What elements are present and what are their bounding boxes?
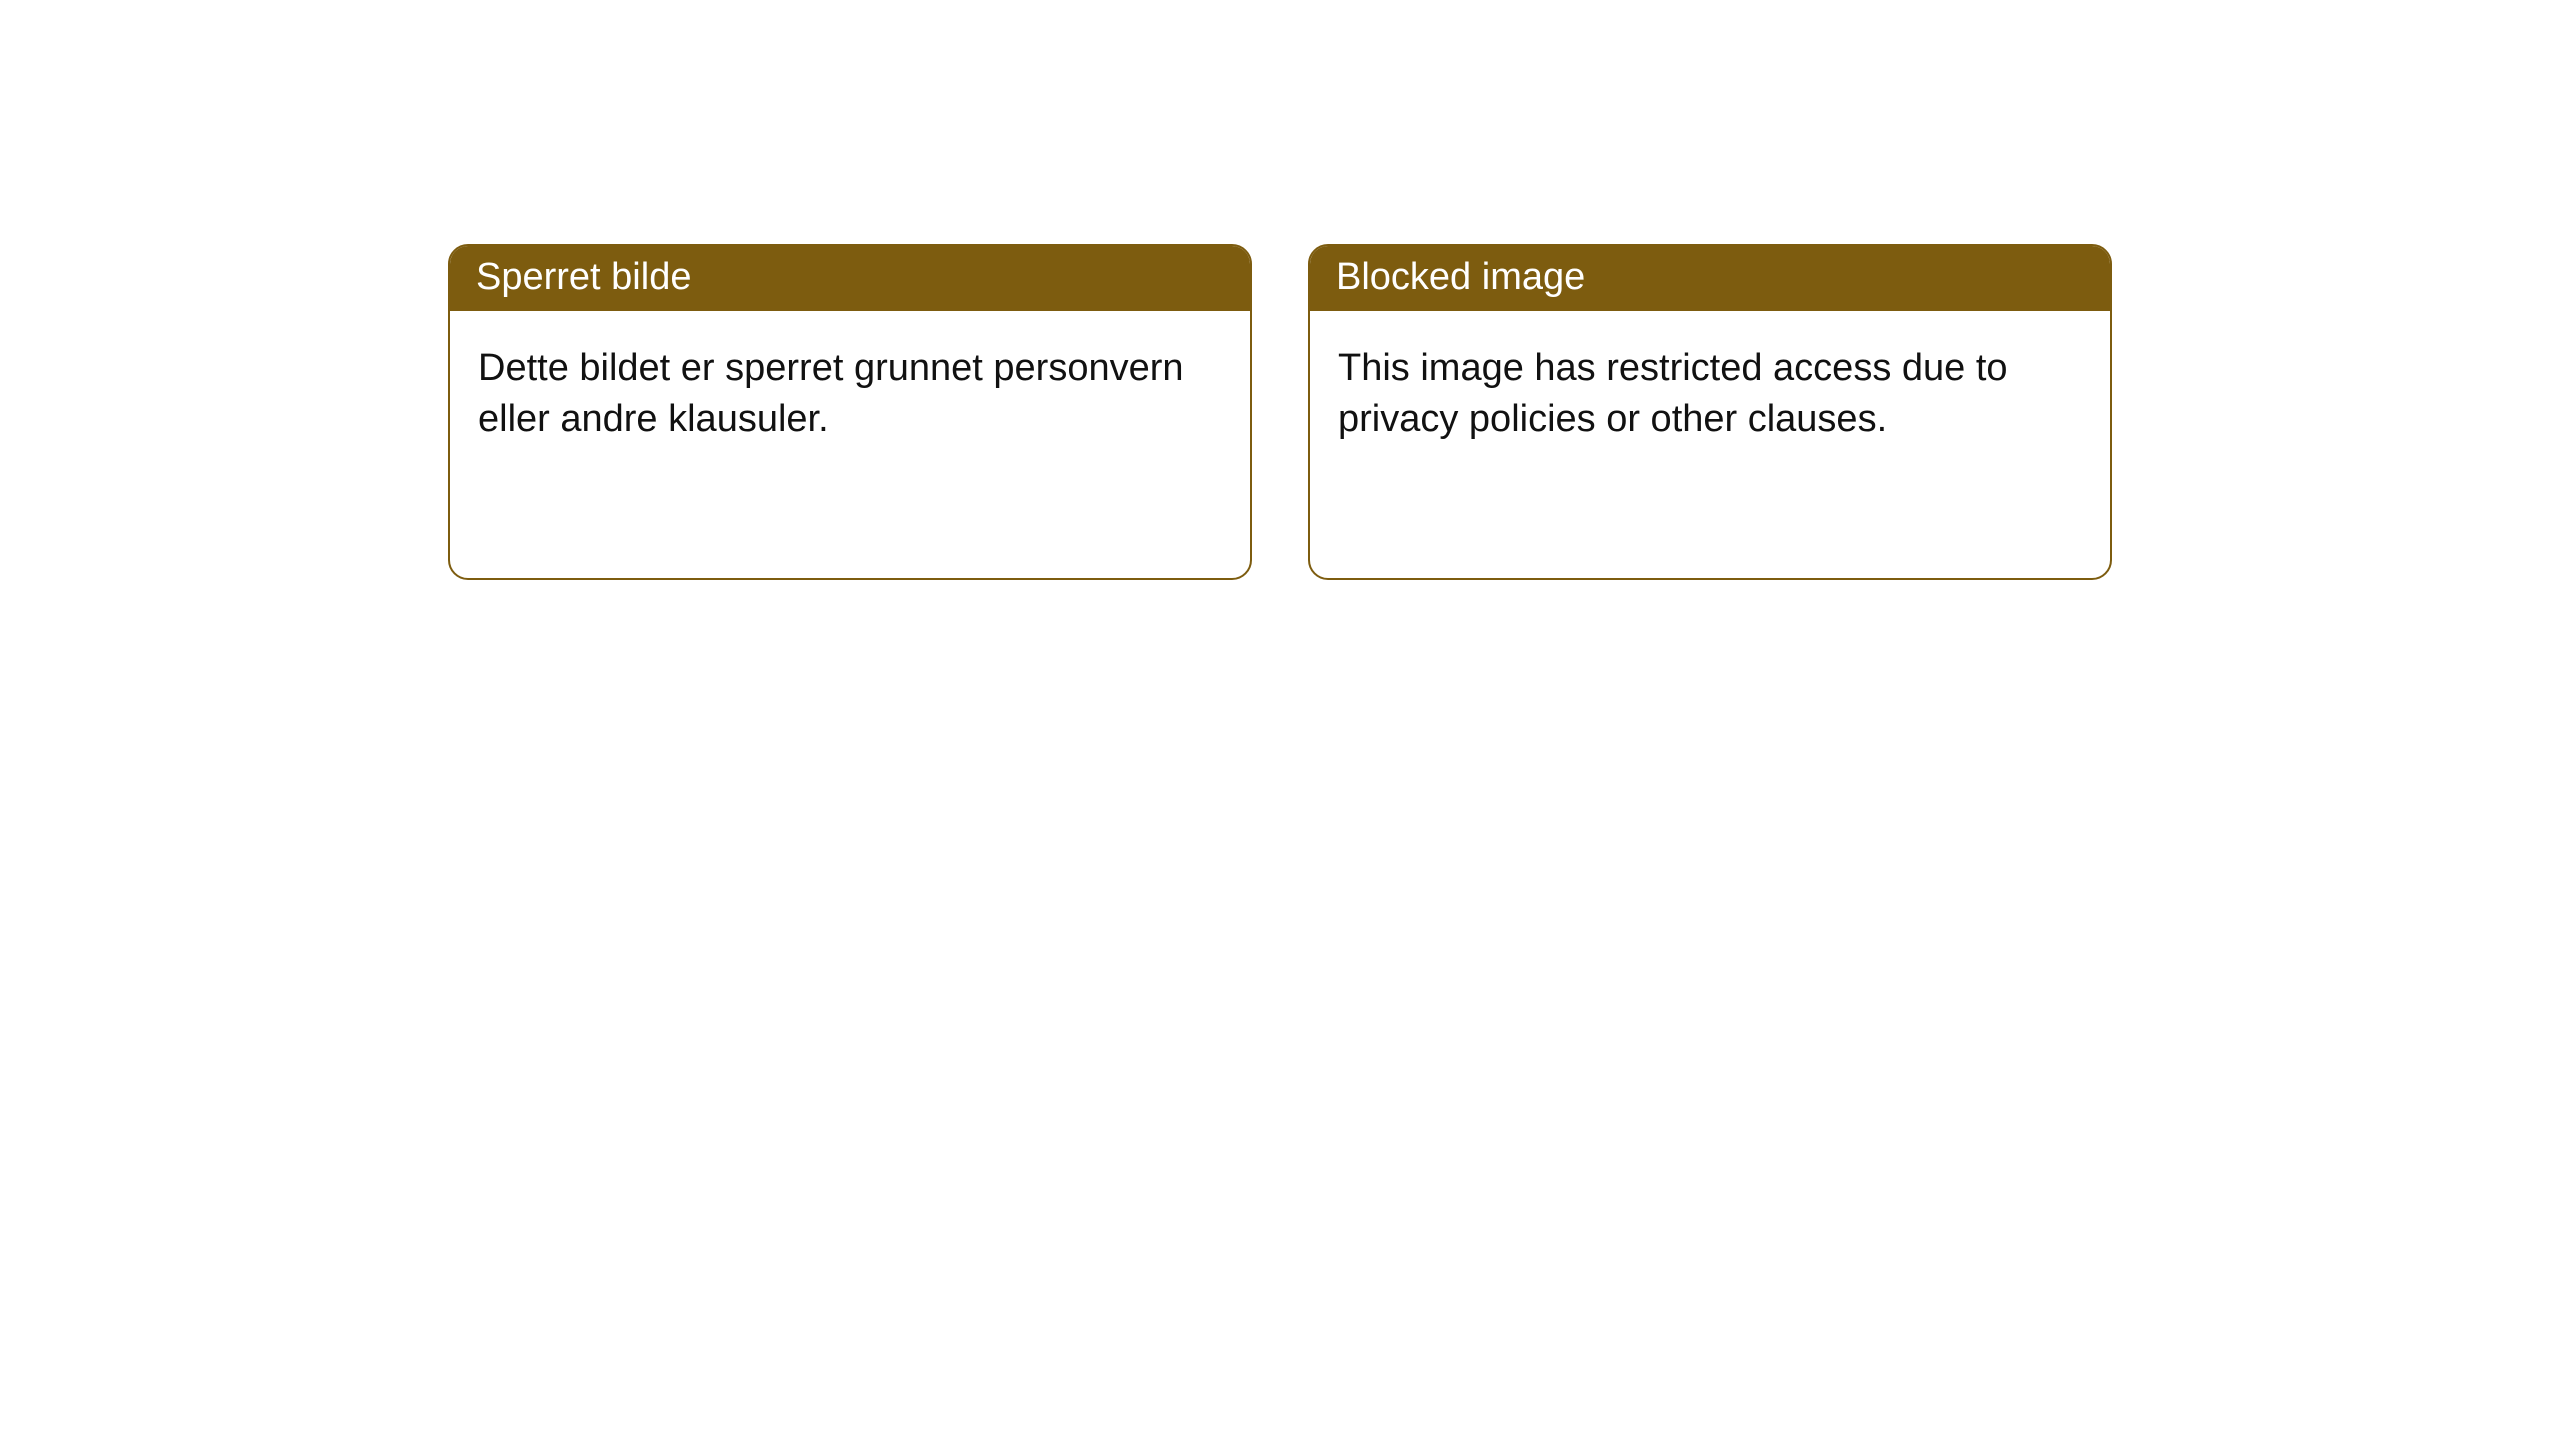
notice-card-body: This image has restricted access due to …	[1310, 311, 2110, 476]
notice-card-norwegian: Sperret bilde Dette bildet er sperret gr…	[448, 244, 1252, 580]
notice-card-title: Sperret bilde	[450, 246, 1250, 311]
notice-card-title: Blocked image	[1310, 246, 2110, 311]
notice-card-english: Blocked image This image has restricted …	[1308, 244, 2112, 580]
notice-cards-container: Sperret bilde Dette bildet er sperret gr…	[448, 244, 2112, 580]
notice-card-body: Dette bildet er sperret grunnet personve…	[450, 311, 1250, 476]
